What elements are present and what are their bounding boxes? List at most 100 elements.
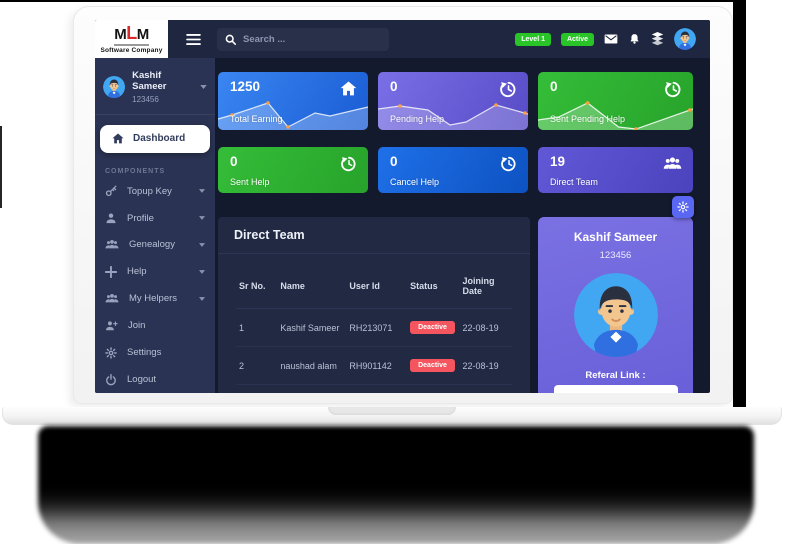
profile-card: Kashif Sameer 123456 Referal Link : bbox=[538, 217, 693, 393]
column-header: User Id bbox=[346, 254, 408, 309]
user-icon bbox=[105, 212, 117, 224]
power-icon bbox=[105, 373, 117, 386]
table-row: 3 Deactive bbox=[236, 385, 512, 394]
stat-value: 0 bbox=[230, 154, 238, 169]
search-input[interactable] bbox=[243, 33, 381, 45]
stat-label: Cancel Help bbox=[390, 177, 440, 187]
laptop-base-notch bbox=[328, 407, 456, 415]
sidebar-user-name: Kashif Sameer bbox=[132, 70, 167, 93]
chevron-down-icon bbox=[199, 296, 205, 301]
status-badge: Deactive bbox=[410, 321, 455, 334]
cell-sr: 3 bbox=[236, 385, 277, 394]
history-icon bbox=[500, 81, 517, 98]
stat-value: 0 bbox=[390, 154, 398, 169]
cell-user-id: RH213071 bbox=[346, 308, 408, 347]
sidebar-item-help[interactable]: Help bbox=[95, 258, 215, 285]
cell-status: Deactive bbox=[407, 385, 459, 394]
cell-date: 22-08-19 bbox=[459, 308, 512, 347]
topbar: MLM Software Company Level 1 Active bbox=[95, 20, 710, 58]
stat-label: Direct Team bbox=[550, 177, 598, 187]
user-avatar[interactable] bbox=[674, 28, 696, 50]
column-header: Sr No. bbox=[236, 254, 278, 309]
stat-card-cancel-help[interactable]: 0 Cancel Help bbox=[378, 147, 528, 193]
divider bbox=[95, 113, 215, 115]
cell-date bbox=[460, 385, 512, 394]
sidebar: Kashif Sameer 123456 Dashboard COMPONENT… bbox=[95, 58, 215, 393]
direct-team-table: Sr No. Name User Id Status Joining Date bbox=[236, 254, 512, 393]
sidebar-item-label: Profile bbox=[127, 212, 154, 224]
stat-card-pending-help[interactable]: 0 Pending Help bbox=[378, 72, 528, 130]
sidebar-item-label: Logout bbox=[127, 374, 157, 386]
sidebar-item-join[interactable]: Join bbox=[95, 312, 215, 339]
laptop-base bbox=[2, 407, 782, 425]
stat-label: Sent Pending Help bbox=[550, 114, 626, 124]
chevron-down-icon bbox=[199, 269, 205, 274]
column-header: Status bbox=[407, 254, 460, 309]
brand-logo: MLM Software Company bbox=[95, 20, 168, 58]
table-row: 2 naushad alam RH901142 Deactive 22-08-1… bbox=[236, 346, 512, 385]
brand-name: MLM bbox=[114, 24, 149, 46]
panel-title: Direct Team bbox=[218, 217, 530, 254]
profile-avatar bbox=[574, 273, 658, 357]
sidebar-item-topup-key[interactable]: Topup Key bbox=[95, 178, 215, 205]
cell-name bbox=[277, 385, 346, 394]
sidebar-item-label: Help bbox=[127, 266, 147, 278]
users-icon bbox=[105, 293, 119, 304]
topbar-actions: Level 1 Active bbox=[515, 28, 710, 50]
layers-icon[interactable] bbox=[651, 32, 664, 46]
search-bar bbox=[217, 27, 389, 51]
stat-card-direct-team[interactable]: 19 Direct Team bbox=[538, 147, 693, 193]
user-plus-icon bbox=[105, 320, 118, 331]
cell-sr: 2 bbox=[236, 346, 278, 385]
bell-icon[interactable] bbox=[628, 33, 641, 45]
chevron-down-icon bbox=[199, 189, 205, 193]
sidebar-item-label: My Helpers bbox=[129, 293, 178, 305]
gear-icon bbox=[677, 201, 689, 213]
sidebar-item-genealogy[interactable]: Genealogy bbox=[95, 231, 215, 258]
history-icon bbox=[665, 81, 682, 98]
cell-sr: 1 bbox=[236, 308, 278, 347]
floating-settings-button[interactable] bbox=[672, 196, 694, 218]
sparkline-chart bbox=[378, 103, 528, 130]
users-icon bbox=[663, 156, 682, 171]
sidebar-item-dashboard[interactable]: Dashboard bbox=[100, 124, 210, 153]
sidebar-user-menu[interactable]: Kashif Sameer 123456 bbox=[95, 58, 215, 114]
search-icon bbox=[225, 34, 236, 45]
users-icon bbox=[105, 239, 119, 250]
active-badge: Active bbox=[560, 32, 594, 46]
table-header-row: Sr No. Name User Id Status Joining Date bbox=[236, 254, 512, 309]
stat-card-total-earning[interactable]: 1250 Total Earning bbox=[218, 72, 368, 130]
cell-status: Deactive bbox=[407, 346, 460, 385]
stat-card-sent-pending-help[interactable]: 0 Sent Pending Help bbox=[538, 72, 693, 130]
cell-status: Deactive bbox=[407, 308, 460, 347]
stat-card-sent-help[interactable]: 0 Sent Help bbox=[218, 147, 368, 193]
table-row: 1 Kashif Sameer RH213071 Deactive 22-08-… bbox=[236, 308, 512, 347]
envelope-icon[interactable] bbox=[604, 34, 618, 44]
sidebar-item-my-helpers[interactable]: My Helpers bbox=[95, 285, 215, 312]
stat-value: 0 bbox=[550, 79, 558, 94]
sidebar-item-profile[interactable]: Profile bbox=[95, 205, 215, 232]
dashboard-screen: MLM Software Company Level 1 Active bbox=[95, 20, 710, 393]
sidebar-item-label: Dashboard bbox=[133, 133, 186, 145]
referral-link-input[interactable] bbox=[553, 385, 678, 393]
sidebar-item-logout[interactable]: Logout bbox=[95, 366, 215, 393]
sidebar-section-label: COMPONENTS bbox=[105, 167, 166, 175]
laptop-side-shadow bbox=[733, 0, 746, 411]
cell-user-id bbox=[346, 385, 407, 394]
stat-label: Sent Help bbox=[230, 177, 270, 187]
history-icon bbox=[341, 156, 357, 172]
history-icon bbox=[501, 156, 517, 172]
sidebar-user-id: 123456 bbox=[132, 94, 159, 104]
referral-link-label: Referal Link : bbox=[585, 370, 646, 381]
status-badge: Deactive bbox=[410, 359, 455, 372]
sidebar-item-label: Settings bbox=[127, 347, 162, 359]
chevron-down-icon bbox=[200, 84, 207, 89]
image-edge-artifact bbox=[0, 126, 2, 208]
plus-icon bbox=[105, 265, 117, 278]
laptop-shadow bbox=[38, 426, 754, 544]
sparkline-chart bbox=[218, 101, 368, 130]
sidebar-item-settings[interactable]: Settings bbox=[95, 339, 215, 366]
user-avatar bbox=[103, 75, 125, 99]
hamburger-icon[interactable] bbox=[186, 33, 201, 45]
home-icon bbox=[112, 133, 124, 144]
